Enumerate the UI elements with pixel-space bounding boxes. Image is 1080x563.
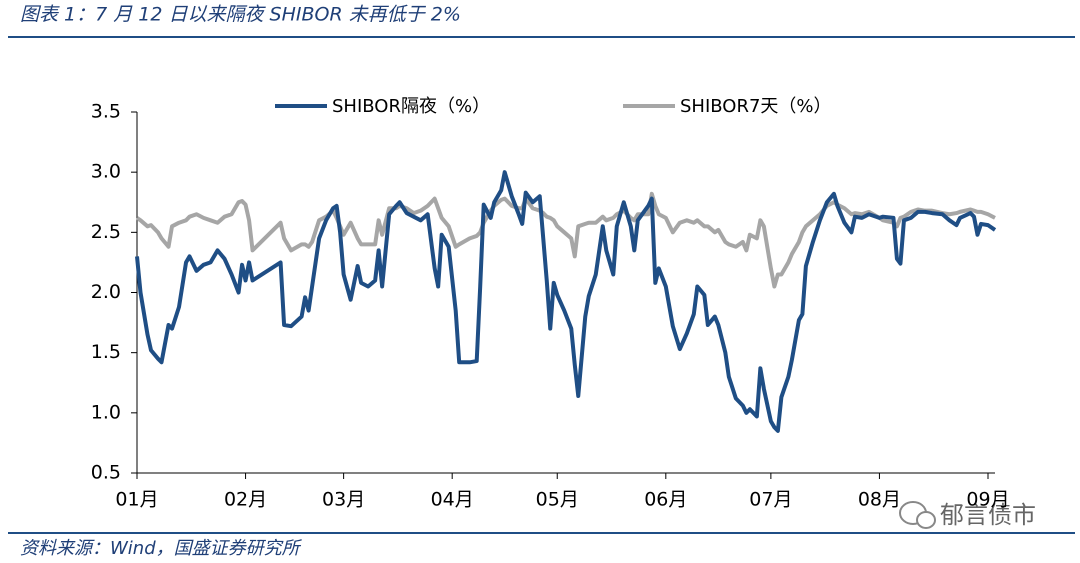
x-tick-label: 07月 [749, 489, 792, 511]
y-tick-label: 3.5 [91, 101, 121, 123]
y-tick-label: 3.0 [91, 161, 121, 183]
y-tick-label: 2.5 [91, 221, 121, 243]
legend-label: SHIBOR7天（%） [680, 96, 832, 117]
chart-title: 图表 1：7 月 12 日以来隔夜 SHIBOR 未再低于 2% [20, 4, 461, 26]
y-tick-label: 0.5 [91, 462, 121, 484]
source: 资料来源：Wind，国盛证券研究所 [20, 538, 303, 559]
x-tick-label: 01月 [115, 489, 158, 511]
legend-label: SHIBOR隔夜（%） [332, 96, 490, 117]
watermark-icon [899, 501, 936, 529]
y-tick-label: 2.0 [91, 281, 121, 303]
x-tick-label: 06月 [644, 489, 687, 511]
x-tick-label: 08月 [858, 489, 901, 511]
x-tick-label: 03月 [322, 489, 365, 511]
watermark: 郁言债市 [940, 501, 1036, 529]
x-tick-label: 05月 [536, 489, 579, 511]
x-tick-label: 02月 [224, 489, 267, 511]
x-tick-label: 04月 [431, 489, 474, 511]
y-tick-label: 1.0 [91, 401, 121, 423]
series-line [135, 170, 997, 433]
x-tick-label: 09月 [966, 489, 1009, 511]
y-tick-label: 1.5 [91, 341, 121, 363]
